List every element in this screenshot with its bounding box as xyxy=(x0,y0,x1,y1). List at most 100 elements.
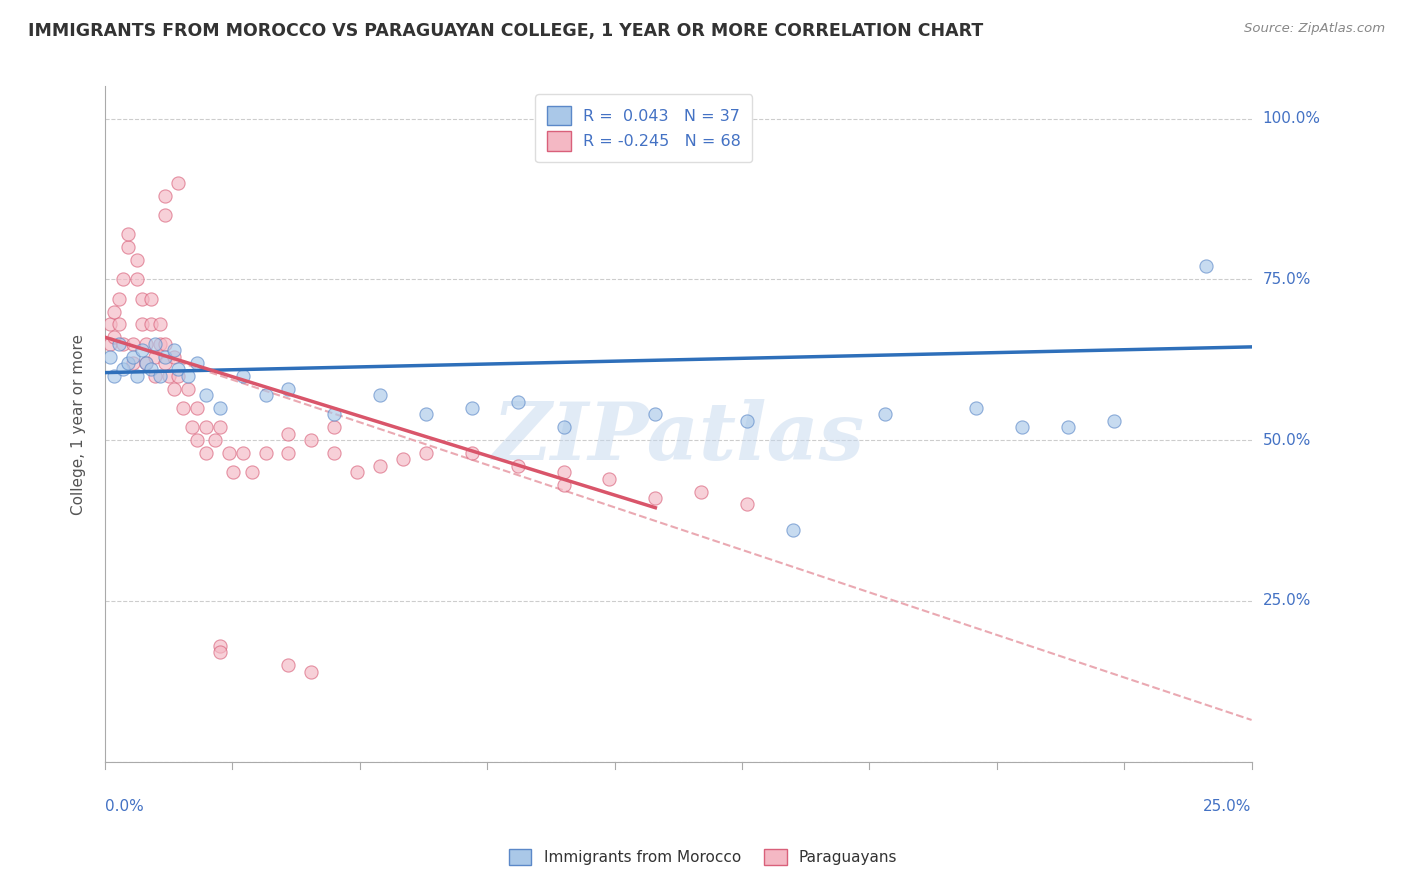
Text: 75.0%: 75.0% xyxy=(1263,272,1310,287)
Point xyxy=(204,433,226,447)
Point xyxy=(172,401,194,415)
Text: 25.0%: 25.0% xyxy=(1204,799,1251,814)
Point xyxy=(232,368,254,383)
Point xyxy=(222,466,245,480)
Point xyxy=(323,408,346,422)
Point xyxy=(139,362,162,376)
Point xyxy=(135,356,157,370)
Point xyxy=(176,368,198,383)
Point xyxy=(98,318,121,332)
Point xyxy=(121,356,143,370)
Point xyxy=(598,472,620,486)
Point xyxy=(1195,260,1218,274)
Point xyxy=(277,382,299,396)
Point xyxy=(208,645,231,659)
Point xyxy=(873,408,896,422)
Point xyxy=(153,188,176,202)
Point xyxy=(690,484,713,499)
Point xyxy=(392,452,415,467)
Point xyxy=(127,368,149,383)
Point xyxy=(461,401,484,415)
Point xyxy=(167,362,190,376)
Text: 25.0%: 25.0% xyxy=(1263,593,1310,608)
Point xyxy=(254,446,277,460)
Point xyxy=(131,292,153,306)
Point xyxy=(127,253,149,268)
Text: 50.0%: 50.0% xyxy=(1263,433,1310,448)
Point xyxy=(277,426,299,441)
Y-axis label: College, 1 year or more: College, 1 year or more xyxy=(72,334,86,515)
Point xyxy=(1102,414,1125,428)
Point xyxy=(186,356,208,370)
Point xyxy=(254,388,277,402)
Point xyxy=(415,446,437,460)
Point xyxy=(735,414,758,428)
Point xyxy=(232,446,254,460)
Point xyxy=(176,382,198,396)
Point xyxy=(107,292,129,306)
Point xyxy=(103,330,125,344)
Point xyxy=(117,227,139,242)
Point xyxy=(103,368,125,383)
Point xyxy=(208,401,231,415)
Point xyxy=(194,420,217,434)
Point xyxy=(135,356,157,370)
Point xyxy=(506,394,529,409)
Point xyxy=(153,336,176,351)
Point xyxy=(131,343,153,357)
Point xyxy=(103,304,125,318)
Point xyxy=(299,433,322,447)
Point xyxy=(117,240,139,254)
Legend: Immigrants from Morocco, Paraguayans: Immigrants from Morocco, Paraguayans xyxy=(502,843,904,871)
Point xyxy=(153,350,176,364)
Point xyxy=(208,420,231,434)
Point xyxy=(145,368,167,383)
Point xyxy=(98,336,121,351)
Text: IMMIGRANTS FROM MOROCCO VS PARAGUAYAN COLLEGE, 1 YEAR OR MORE CORRELATION CHART: IMMIGRANTS FROM MOROCCO VS PARAGUAYAN CO… xyxy=(28,22,983,40)
Text: 100.0%: 100.0% xyxy=(1263,111,1320,126)
Point xyxy=(277,658,299,673)
Point xyxy=(121,336,143,351)
Point xyxy=(506,458,529,473)
Point xyxy=(139,292,162,306)
Point xyxy=(1057,420,1080,434)
Point xyxy=(139,318,162,332)
Point xyxy=(131,318,153,332)
Point xyxy=(323,420,346,434)
Point xyxy=(167,368,190,383)
Point xyxy=(218,446,240,460)
Point xyxy=(368,458,391,473)
Point xyxy=(157,368,180,383)
Point xyxy=(167,176,190,190)
Point xyxy=(194,446,217,460)
Point xyxy=(181,420,204,434)
Point xyxy=(163,343,186,357)
Point xyxy=(107,336,129,351)
Point xyxy=(346,466,368,480)
Point xyxy=(194,388,217,402)
Text: Source: ZipAtlas.com: Source: ZipAtlas.com xyxy=(1244,22,1385,36)
Point xyxy=(299,665,322,679)
Point xyxy=(107,318,129,332)
Point xyxy=(145,336,167,351)
Point xyxy=(145,350,167,364)
Point xyxy=(323,446,346,460)
Point xyxy=(127,272,149,286)
Point xyxy=(553,478,575,492)
Point xyxy=(186,433,208,447)
Point xyxy=(461,446,484,460)
Legend: R =  0.043   N = 37, R = -0.245   N = 68: R = 0.043 N = 37, R = -0.245 N = 68 xyxy=(536,95,752,162)
Point xyxy=(163,350,186,364)
Point xyxy=(240,466,263,480)
Point xyxy=(135,336,157,351)
Text: 0.0%: 0.0% xyxy=(105,799,143,814)
Point xyxy=(1011,420,1033,434)
Text: ZIPatlas: ZIPatlas xyxy=(492,399,865,476)
Point xyxy=(186,401,208,415)
Point xyxy=(149,318,172,332)
Point xyxy=(208,639,231,653)
Point xyxy=(153,356,176,370)
Point xyxy=(149,368,172,383)
Point xyxy=(368,388,391,402)
Point xyxy=(277,446,299,460)
